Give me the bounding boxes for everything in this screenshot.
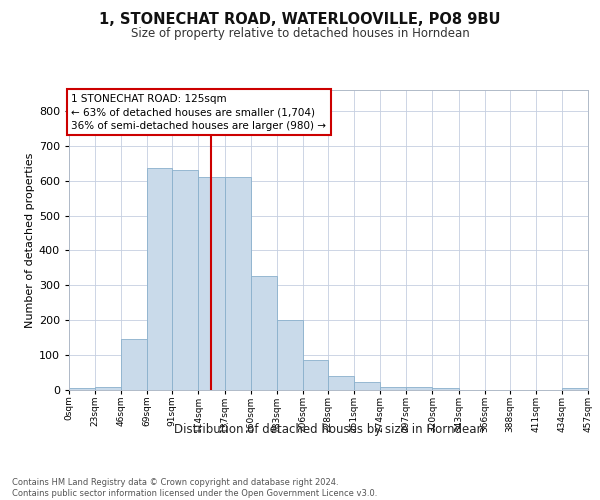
Bar [199, 177, 224, 390]
Text: Contains HM Land Registry data © Crown copyright and database right 2024.
Contai: Contains HM Land Registry data © Crown c… [12, 478, 377, 498]
Bar [69, 388, 95, 390]
Bar [251, 276, 277, 390]
Bar [406, 386, 433, 390]
Y-axis label: Number of detached properties: Number of detached properties [25, 152, 35, 328]
Text: 1, STONECHAT ROAD, WATERLOOVILLE, PO8 9BU: 1, STONECHAT ROAD, WATERLOOVILLE, PO8 9B… [99, 12, 501, 28]
Bar [224, 177, 251, 390]
Bar [121, 340, 148, 390]
Text: 1 STONECHAT ROAD: 125sqm
← 63% of detached houses are smaller (1,704)
36% of sem: 1 STONECHAT ROAD: 125sqm ← 63% of detach… [71, 94, 326, 130]
Bar [148, 168, 172, 390]
Bar [303, 360, 328, 390]
Text: Distribution of detached houses by size in Horndean: Distribution of detached houses by size … [174, 422, 484, 436]
Bar [562, 388, 588, 390]
Bar [95, 386, 121, 390]
Bar [328, 376, 354, 390]
Bar [380, 386, 406, 390]
Bar [172, 170, 199, 390]
Bar [433, 388, 458, 390]
Text: Size of property relative to detached houses in Horndean: Size of property relative to detached ho… [131, 28, 469, 40]
Bar [354, 382, 380, 390]
Bar [277, 320, 303, 390]
